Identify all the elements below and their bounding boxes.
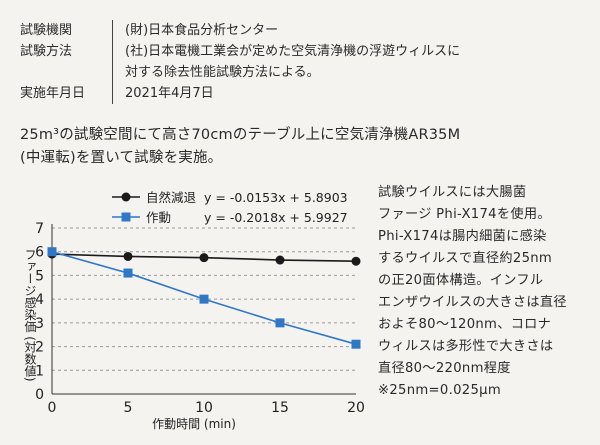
data-point-square [123, 268, 133, 278]
info-divider [112, 62, 113, 83]
chart-container: 0 1 2 3 4 5 6 7 0 5 10 15 20 作動時間 (min) ファージ感染価 (対数値) 自… [0, 178, 372, 445]
data-point-circle [351, 256, 361, 266]
info-row-method: 試験方法 (社)日本電機工業会が定めた空気清浄機の浮遊ウィルスに [20, 41, 460, 62]
side-note-line: 試験ウイルスには大腸菌 [378, 185, 527, 200]
legend-equation: y = -0.0153x + 5.8903 [204, 190, 348, 205]
y-tick-label: 0 [35, 387, 44, 403]
x-tick-label: 5 [124, 400, 133, 416]
info-label: 試験方法 [20, 44, 73, 59]
data-point-square [351, 339, 361, 349]
description-line: (中運転)を置いて試験を実施。 [20, 150, 223, 166]
info-divider [112, 20, 113, 41]
legend-marker-square [121, 212, 131, 222]
side-note-line: ウィルスは多形性で大きさは [378, 339, 554, 354]
info-value: 対する除去性能試験方法による。 [125, 65, 320, 80]
y-tick-label: 6 [35, 245, 44, 261]
x-tick-label: 10 [195, 400, 213, 416]
y-tick-label: 5 [35, 268, 44, 284]
y-tick-label: 2 [35, 340, 44, 356]
side-note-line: ※25nm=0.025μm [378, 383, 501, 398]
data-point-circle [123, 251, 133, 261]
info-label: 実施年月日 [20, 86, 86, 101]
y-tick-label: 4 [35, 292, 44, 308]
info-row-method-cont: 対する除去性能試験方法による。 [20, 62, 460, 83]
data-point-circle [199, 253, 209, 263]
side-note-line: 直径80～220nm程度 [378, 361, 511, 376]
info-value: 2021年4月7日 [125, 86, 214, 101]
side-note-line: の正20面体構造。インフル [378, 273, 544, 288]
y-tick-label: 7 [35, 221, 44, 237]
legend-equation: y = -0.2018x + 5.9927 [204, 210, 348, 225]
info-value: (社)日本電機工業会が定めた空気清浄機の浮遊ウィルスに [125, 44, 461, 59]
info-row-date: 実施年月日 2021年4月7日 [20, 83, 460, 104]
data-point-square [47, 247, 57, 257]
legend-label: 自然減退 [146, 190, 197, 205]
y-tick-label: 1 [35, 363, 44, 379]
legend-label: 作動 [146, 210, 171, 225]
x-tick-label: 0 [48, 400, 57, 416]
y-tick-label: 3 [35, 316, 44, 332]
info-row-agency: 試験機関 (財)日本食品分析センター [20, 20, 460, 41]
line-chart: 0 1 2 3 4 5 6 7 0 5 10 15 20 作動時間 (min) ファージ感染価 (対数値) 自… [23, 190, 365, 431]
data-point-square [275, 318, 285, 328]
test-description: 25m³の試験空間にて高さ70cmのテーブル上に空気清浄機AR35M (中運転)… [20, 124, 460, 170]
x-tick-label: 20 [347, 400, 365, 416]
side-note-line: およそ80～120nm、コロナ [378, 317, 552, 332]
side-note-line: ファージ Phi-X174を使用。 [378, 207, 551, 222]
info-label: 試験機関 [20, 23, 73, 38]
side-note-line: Phi-X174は腸内細菌に感染 [378, 229, 547, 244]
description-line: 25m³の試験空間にて高さ70cmのテーブル上に空気清浄機AR35M [20, 127, 461, 143]
test-info-block: 試験機関 (財)日本食品分析センター 試験方法 (社)日本電機工業会が定めた空気… [20, 20, 460, 104]
info-divider [112, 83, 113, 104]
info-divider [112, 41, 113, 62]
side-note-line: エンザウイルスの大きさは直径 [378, 295, 567, 310]
side-note: 試験ウイルスには大腸菌 ファージ Phi-X174を使用。 Phi-X174は腸… [378, 182, 586, 402]
x-axis-label: 作動時間 (min) [152, 417, 236, 431]
data-point-square [199, 294, 209, 304]
data-point-circle [275, 255, 285, 265]
y-axis-label: ファージ感染価 (対数値) [23, 248, 37, 381]
x-tick-label: 15 [271, 400, 289, 416]
info-value: (財)日本食品分析センター [125, 23, 279, 38]
side-note-line: するウイルスで直径約25nm [378, 251, 553, 266]
legend-marker-circle [121, 192, 131, 202]
info-label [20, 62, 112, 83]
